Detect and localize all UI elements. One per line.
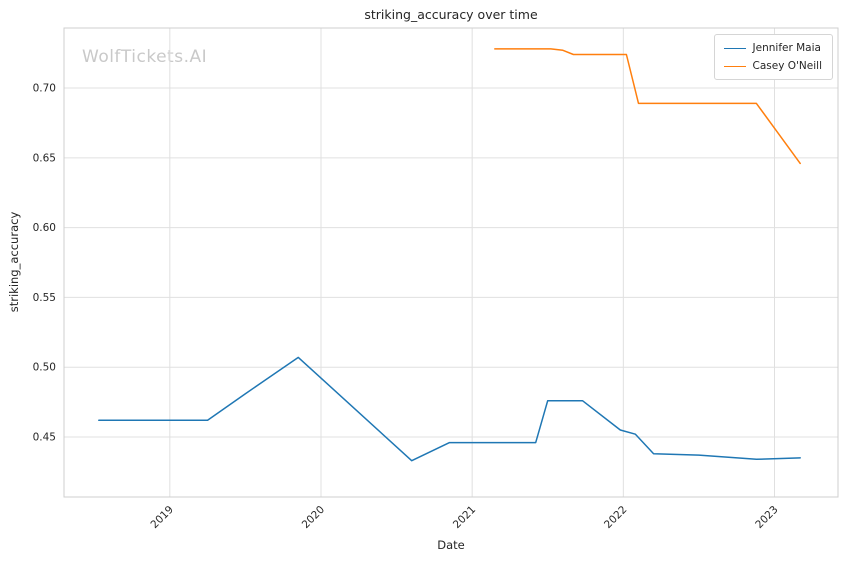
- y-tick-label: 0.60: [33, 222, 56, 234]
- legend-label-casey-oneill: Casey O'Neill: [752, 60, 822, 72]
- x-tick-label: 2020: [300, 504, 327, 531]
- y-tick-label: 0.65: [33, 152, 56, 164]
- legend-label-jennifer-maia: Jennifer Maia: [752, 42, 821, 54]
- legend-item-jennifer-maia: Jennifer Maia: [723, 42, 822, 54]
- x-tick-label: 2023: [753, 504, 780, 531]
- y-tick-label: 0.70: [33, 83, 56, 95]
- legend-item-casey-oneill: Casey O'Neill: [723, 60, 822, 72]
- x-tick-label: 2021: [451, 504, 478, 531]
- legend-swatch-jennifer-maia: [723, 47, 746, 49]
- series-line-jennifer-maia: [98, 356, 801, 462]
- series-line-casey-o-neill: [494, 48, 801, 165]
- y-tick-label: 0.55: [33, 292, 56, 304]
- legend: Jennifer Maia Casey O'Neill: [713, 34, 833, 80]
- x-tick-label: 2022: [602, 504, 629, 531]
- x-axis-label: Date: [437, 538, 465, 552]
- y-tick-label: 0.50: [33, 362, 56, 374]
- x-tick-label: 2019: [149, 504, 176, 531]
- y-tick-label: 0.45: [33, 431, 56, 443]
- chart-title: striking_accuracy over time: [364, 7, 538, 22]
- watermark: WolfTickets.AI: [82, 47, 208, 67]
- legend-swatch-casey-oneill: [723, 65, 746, 67]
- plot-border: [63, 27, 839, 498]
